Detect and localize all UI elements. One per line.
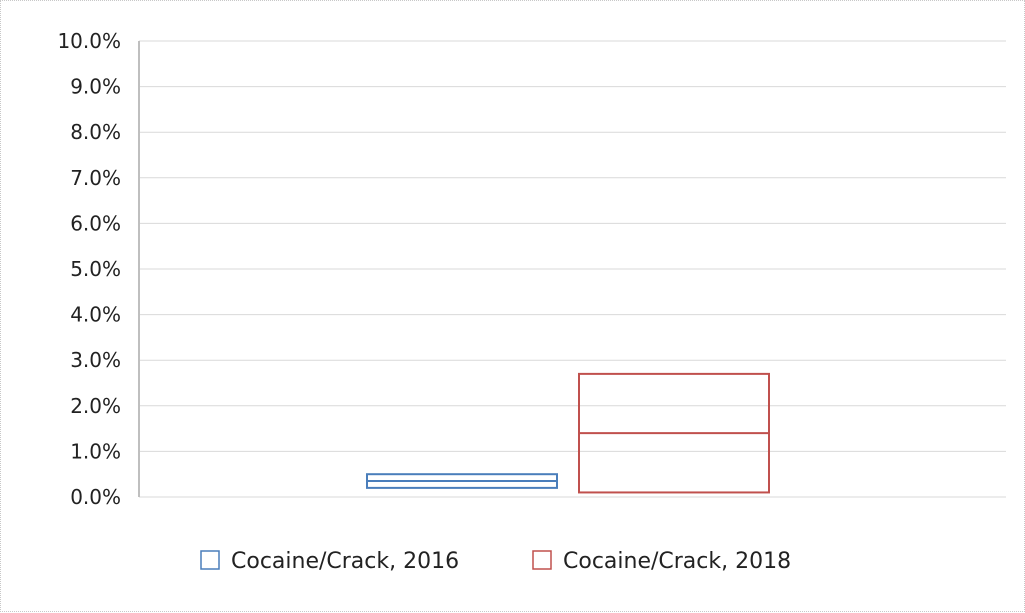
gridlines <box>139 40 1006 498</box>
legend-swatch-2016 <box>200 550 220 570</box>
legend-label-2018: Cocaine/Crack, 2018 <box>563 549 791 574</box>
legend-swatch-2018 <box>532 550 552 570</box>
y-tick-label: 8.0% <box>70 120 121 144</box>
y-tick-label: 3.0% <box>70 348 121 372</box>
legend-label-2016: Cocaine/Crack, 2016 <box>231 549 459 574</box>
y-axis-tick-labels: 0.0% 1.0% 2.0% 3.0% 4.0% 5.0% 6.0% 7.0% 8.0% 9.0%… <box>57 29 121 509</box>
y-tick-label: 7.0% <box>70 166 121 190</box>
y-tick-label: 5.0% <box>70 257 121 281</box>
y-tick-label: 1.0% <box>70 439 121 463</box>
y-tick-label: 4.0% <box>70 303 121 327</box>
legend: Cocaine/Crack, 2016 Cocaine/Crack, 2018 <box>200 549 791 574</box>
y-tick-label: 9.0% <box>70 75 121 99</box>
box-series <box>366 372 770 494</box>
y-tick-label: 10.0% <box>57 29 121 53</box>
y-tick-label: 6.0% <box>70 211 121 235</box>
y-tick-label: 2.0% <box>70 394 121 418</box>
y-tick-label: 0.0% <box>70 485 121 509</box>
